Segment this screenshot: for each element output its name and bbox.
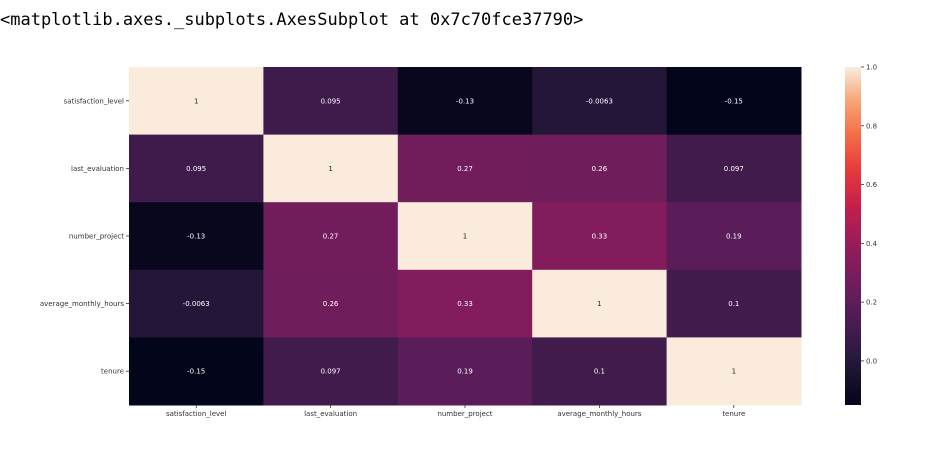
colorbar-tick-label: 1.0 bbox=[866, 64, 877, 72]
heatmap-cell bbox=[129, 337, 264, 406]
heatmap-cell bbox=[263, 337, 399, 406]
heatmap-cell-label: 0.26 bbox=[592, 165, 608, 173]
heatmap-cell bbox=[666, 337, 802, 406]
heatmap-cell bbox=[532, 269, 668, 338]
heatmap-cell-label: 0.1 bbox=[728, 300, 739, 308]
y-tick-label: number_project bbox=[69, 233, 124, 241]
heatmap-cell bbox=[397, 67, 533, 136]
colorbar-tick-label: 0.8 bbox=[866, 122, 877, 130]
x-tick-label: number_project bbox=[437, 410, 492, 418]
heatmap-cell bbox=[129, 269, 264, 338]
heatmap-cell-label: 1 bbox=[194, 97, 198, 105]
y-tick-label: average_monthly_hours bbox=[40, 300, 124, 308]
heatmap-cell bbox=[263, 67, 399, 136]
heatmap-cell-label: -0.0063 bbox=[183, 300, 210, 308]
heatmap-cell bbox=[666, 134, 802, 203]
x-tick-label: tenure bbox=[722, 410, 745, 418]
heatmap-cell bbox=[532, 202, 668, 271]
heatmap-cell-label: 0.19 bbox=[457, 368, 473, 376]
heatmap-cell-label: -0.13 bbox=[456, 97, 474, 105]
x-tick-label: satisfaction_level bbox=[166, 410, 226, 418]
heatmap-cell-label: 1 bbox=[732, 368, 736, 376]
x-tick-label: last_evaluation bbox=[304, 410, 357, 418]
heatmap-cell-label: 1 bbox=[328, 165, 332, 173]
heatmap-cell-label: 0.1 bbox=[594, 368, 605, 376]
heatmap-cell bbox=[532, 337, 668, 406]
heatmap-cell-label: -0.15 bbox=[187, 368, 205, 376]
colorbar-tick-label: 0.6 bbox=[866, 181, 878, 189]
heatmap-cell bbox=[666, 269, 802, 338]
colorbar-tick-label: 0.4 bbox=[866, 240, 878, 248]
heatmap-cell bbox=[397, 134, 533, 203]
y-tick-label: satisfaction_level bbox=[64, 97, 124, 105]
heatmap-cell bbox=[129, 134, 264, 203]
heatmap-cell bbox=[532, 134, 668, 203]
heatmap-cell-label: -0.0063 bbox=[586, 97, 613, 105]
heatmap-cell-label: 0.097 bbox=[321, 368, 341, 376]
heatmap-cell-label: 1 bbox=[597, 300, 601, 308]
heatmap-cell bbox=[666, 67, 802, 136]
heatmap-cell bbox=[263, 134, 399, 203]
heatmap-cell-label: 0.19 bbox=[726, 233, 742, 241]
heatmap-cell bbox=[397, 269, 533, 338]
heatmap-cell-label: 0.27 bbox=[323, 233, 339, 241]
heatmap-cell-label: 0.27 bbox=[457, 165, 473, 173]
colorbar-tick-label: 0.2 bbox=[866, 299, 877, 307]
heatmap-cell-label: 0.26 bbox=[323, 300, 339, 308]
heatmap-cell-label: 0.095 bbox=[321, 97, 341, 105]
heatmap-cell-label: -0.15 bbox=[725, 97, 743, 105]
heatmap-cell bbox=[129, 67, 264, 136]
heatmap-cell bbox=[397, 337, 533, 406]
heatmap-cell-label: 0.33 bbox=[592, 233, 608, 241]
heatmap-cell bbox=[397, 202, 533, 271]
heatmap-cell bbox=[666, 202, 802, 271]
heatmap-cell bbox=[263, 202, 399, 271]
output-repr-text: <matplotlib.axes._subplots.AxesSubplot a… bbox=[0, 10, 584, 30]
y-tick-label: last_evaluation bbox=[71, 165, 124, 173]
heatmap-cell-label: 0.33 bbox=[457, 300, 473, 308]
colorbar bbox=[845, 67, 861, 405]
y-tick-label: tenure bbox=[101, 368, 124, 376]
heatmap-cell bbox=[263, 269, 399, 338]
heatmap-cell-label: 0.095 bbox=[186, 165, 206, 173]
heatmap-cell-label: 1 bbox=[463, 233, 467, 241]
x-tick-label: average_monthly_hours bbox=[557, 410, 641, 418]
heatmap-cell-label: 0.097 bbox=[724, 165, 744, 173]
heatmap-cell-label: -0.13 bbox=[187, 233, 205, 241]
heatmap-cell bbox=[129, 202, 264, 271]
colorbar-tick-label: 0.0 bbox=[866, 357, 877, 365]
heatmap-cell bbox=[532, 67, 668, 136]
